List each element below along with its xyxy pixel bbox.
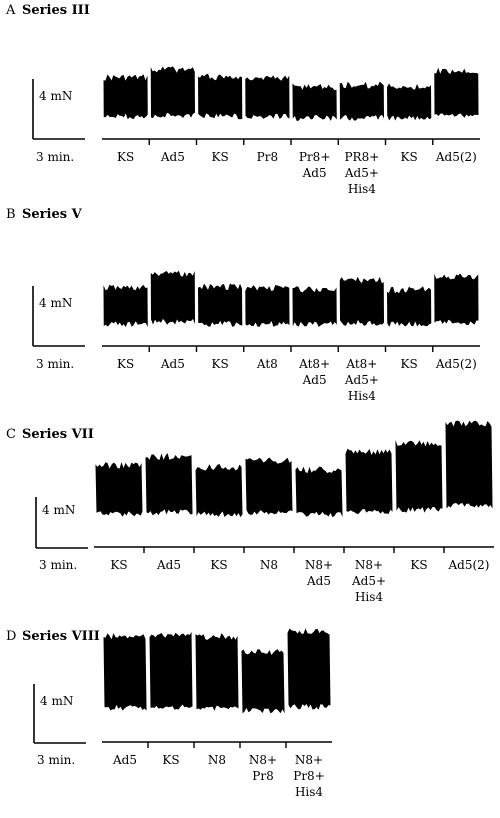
trace-segment xyxy=(103,74,148,120)
segment-label: Ad5 xyxy=(112,753,137,767)
force-scale-label: 4 mN xyxy=(39,89,72,103)
segment-label: Ad5 xyxy=(302,166,327,180)
segment-label: At8 xyxy=(256,357,278,371)
segment-label: Ad5 xyxy=(160,357,185,371)
trace-segment xyxy=(345,448,393,515)
trace-segment xyxy=(387,83,432,121)
segment-label: KS xyxy=(117,357,134,371)
time-scale-label: 3 min. xyxy=(36,150,74,164)
segment-label: His4 xyxy=(348,389,376,403)
segment-label: His4 xyxy=(355,590,383,604)
panel-title: Series VIII xyxy=(22,629,100,644)
trace-segment xyxy=(245,75,290,119)
segment-label: KS xyxy=(410,558,427,572)
segment-label: Ad5 xyxy=(306,574,331,588)
segment-label: Ad5+ xyxy=(344,166,379,180)
force-scale-label: 4 mN xyxy=(40,694,73,708)
segment-label: Ad5 xyxy=(302,373,327,387)
segment-label: Pr8+ xyxy=(299,150,331,164)
panel-letter: B xyxy=(6,207,16,222)
segment-label: Ad5(2) xyxy=(435,150,477,164)
segment-label: KS xyxy=(212,150,229,164)
segment-label: Pr8 xyxy=(252,769,273,783)
segment-label: KS xyxy=(162,753,179,767)
segment-label: N8+ xyxy=(305,558,333,572)
segment-label: N8+ xyxy=(295,753,323,767)
trace-segment xyxy=(245,285,290,327)
time-scale-label: 3 min. xyxy=(36,357,74,371)
segment-label: Ad5(2) xyxy=(435,357,477,371)
segment-label: KS xyxy=(401,357,418,371)
panel-c: C Series VII 4 mN 3 min. KS Ad5 KS N8 N8+ Ad5 N8+ A… xyxy=(6,420,494,604)
segment-label: Ad5 xyxy=(156,558,181,572)
panel-title: Series III xyxy=(22,3,90,18)
trace-segment xyxy=(395,440,443,513)
panel-d: D Series VIII 4 mN 3 min. Ad5 KS N8 N8+ Pr8 N8+ Pr… xyxy=(6,628,332,799)
trace-segment xyxy=(195,633,239,711)
force-scale-label: 4 mN xyxy=(42,503,75,517)
trace-segment xyxy=(198,283,243,327)
segment-label: Ad5+ xyxy=(344,373,379,387)
trace-segment xyxy=(339,276,384,326)
segment-label: N8 xyxy=(260,558,278,572)
trace-segment xyxy=(445,420,493,509)
segment-label: At8+ xyxy=(298,357,330,371)
panel-title: Series VII xyxy=(22,427,94,442)
segment-label: KS xyxy=(210,558,227,572)
segment-label: N8+ xyxy=(249,753,277,767)
panel-letter: D xyxy=(6,629,16,644)
segment-label: KS xyxy=(117,150,134,164)
trace-segment xyxy=(103,284,148,327)
trace-segment xyxy=(387,286,432,327)
segment-label: His4 xyxy=(295,785,323,799)
segment-label: KS xyxy=(110,558,127,572)
segment-label: N8+ xyxy=(355,558,383,572)
trace-segment xyxy=(195,464,243,518)
panel-letter: C xyxy=(6,427,16,442)
force-scale-label: 4 mN xyxy=(39,296,72,310)
segment-label: N8 xyxy=(208,753,226,767)
time-scale-label: 3 min. xyxy=(39,558,77,572)
trace-segment xyxy=(339,81,384,121)
panel-title: Series V xyxy=(22,207,83,222)
trace-segment xyxy=(198,73,243,120)
trace-segment xyxy=(103,633,147,711)
segment-label: Ad5 xyxy=(160,150,185,164)
trace-segment xyxy=(145,453,193,516)
segment-label: At8+ xyxy=(345,357,377,371)
trace-segment xyxy=(150,66,195,119)
panel-b: B Series V 4 mN 3 min. KS Ad5 KS At8 At8+ Ad5 At8+… xyxy=(6,207,480,403)
segment-label: Pr8 xyxy=(257,150,278,164)
segment-label: Ad5+ xyxy=(351,574,386,588)
trace-segment xyxy=(241,649,285,714)
panel-letter: A xyxy=(5,3,16,18)
segment-label: Ad5(2) xyxy=(448,558,490,572)
trace-segment xyxy=(295,466,343,518)
trace-segment xyxy=(292,286,337,327)
segment-label: KS xyxy=(401,150,418,164)
trace-segment xyxy=(287,628,331,710)
trace-segment xyxy=(434,273,479,326)
segment-label: KS xyxy=(212,357,229,371)
trace-segment xyxy=(292,83,337,121)
trace-segment xyxy=(434,67,479,118)
time-scale-label: 3 min. xyxy=(37,753,75,767)
segment-label: PR8+ xyxy=(344,150,379,164)
trace-segment xyxy=(95,462,143,517)
segment-label: His4 xyxy=(348,182,376,196)
trace-segment xyxy=(245,457,293,515)
trace-segment xyxy=(149,631,193,710)
segment-label: Pr8+ xyxy=(293,769,325,783)
panel-a: A Series III 4 mN 3 min. KS Ad5 KS Pr8 Pr8+ Ad5 PR… xyxy=(5,3,480,196)
trace-segment xyxy=(150,270,195,325)
